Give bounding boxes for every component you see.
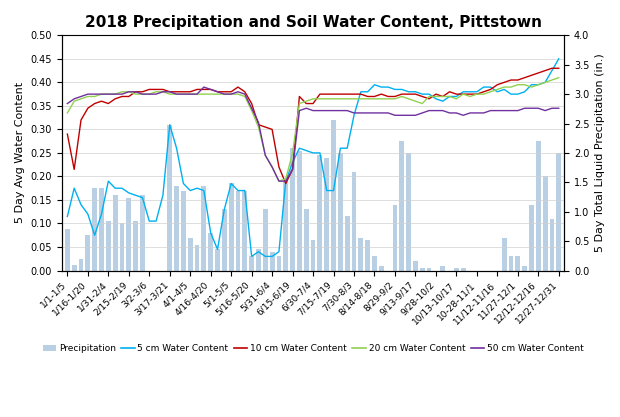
Bar [529,205,534,271]
Bar [113,195,118,271]
Bar [290,148,295,271]
Legend: Precipitation, 5 cm Water Content, 10 cm Water Content, 20 cm Water Content, 50 : Precipitation, 5 cm Water Content, 10 cm… [39,341,587,357]
Bar [392,205,397,271]
Bar [379,266,384,271]
Y-axis label: 5 Day Avg Water Content: 5 Day Avg Water Content [15,83,25,224]
Bar [324,158,329,271]
Bar [440,266,445,271]
Bar [311,240,316,271]
Bar [365,240,370,271]
Bar [72,265,77,271]
Bar [215,249,220,271]
Bar [120,224,125,271]
Bar [92,188,97,271]
Bar [202,186,206,271]
Bar [536,141,541,271]
Bar [229,183,234,271]
Bar [242,191,247,271]
Bar [277,256,281,271]
Bar [556,153,561,271]
Bar [317,155,322,271]
Bar [413,261,418,271]
Bar [263,209,268,271]
Bar [542,176,547,271]
Bar [126,198,131,271]
Bar [549,219,554,271]
Bar [331,120,336,271]
Bar [167,125,172,271]
Bar [133,221,138,271]
Title: 2018 Precipitation and Soil Water Content, Pittstown: 2018 Precipitation and Soil Water Conten… [84,15,541,30]
Bar [454,268,459,271]
Bar [502,238,507,271]
Bar [427,268,432,271]
Bar [352,172,356,271]
Y-axis label: 5 Day Total Liquid Precipitation (in.): 5 Day Total Liquid Precipitation (in.) [595,53,605,252]
Bar [399,141,404,271]
Bar [195,245,200,271]
Bar [338,153,343,271]
Bar [508,256,513,271]
Bar [283,181,288,271]
Bar [515,256,520,271]
Bar [461,268,466,271]
Bar [345,216,350,271]
Bar [249,256,254,271]
Bar [236,191,241,271]
Bar [297,151,302,271]
Bar [174,186,179,271]
Bar [86,235,91,271]
Bar [106,221,111,271]
Bar [420,268,425,271]
Bar [140,195,145,271]
Bar [304,209,309,271]
Bar [208,233,213,271]
Bar [406,153,411,271]
Bar [358,238,363,271]
Bar [79,259,84,271]
Bar [99,188,104,271]
Bar [65,229,70,271]
Bar [222,209,227,271]
Bar [256,249,261,271]
Bar [270,252,275,271]
Bar [522,266,527,271]
Bar [188,238,193,271]
Bar [372,256,377,271]
Bar [181,191,186,271]
